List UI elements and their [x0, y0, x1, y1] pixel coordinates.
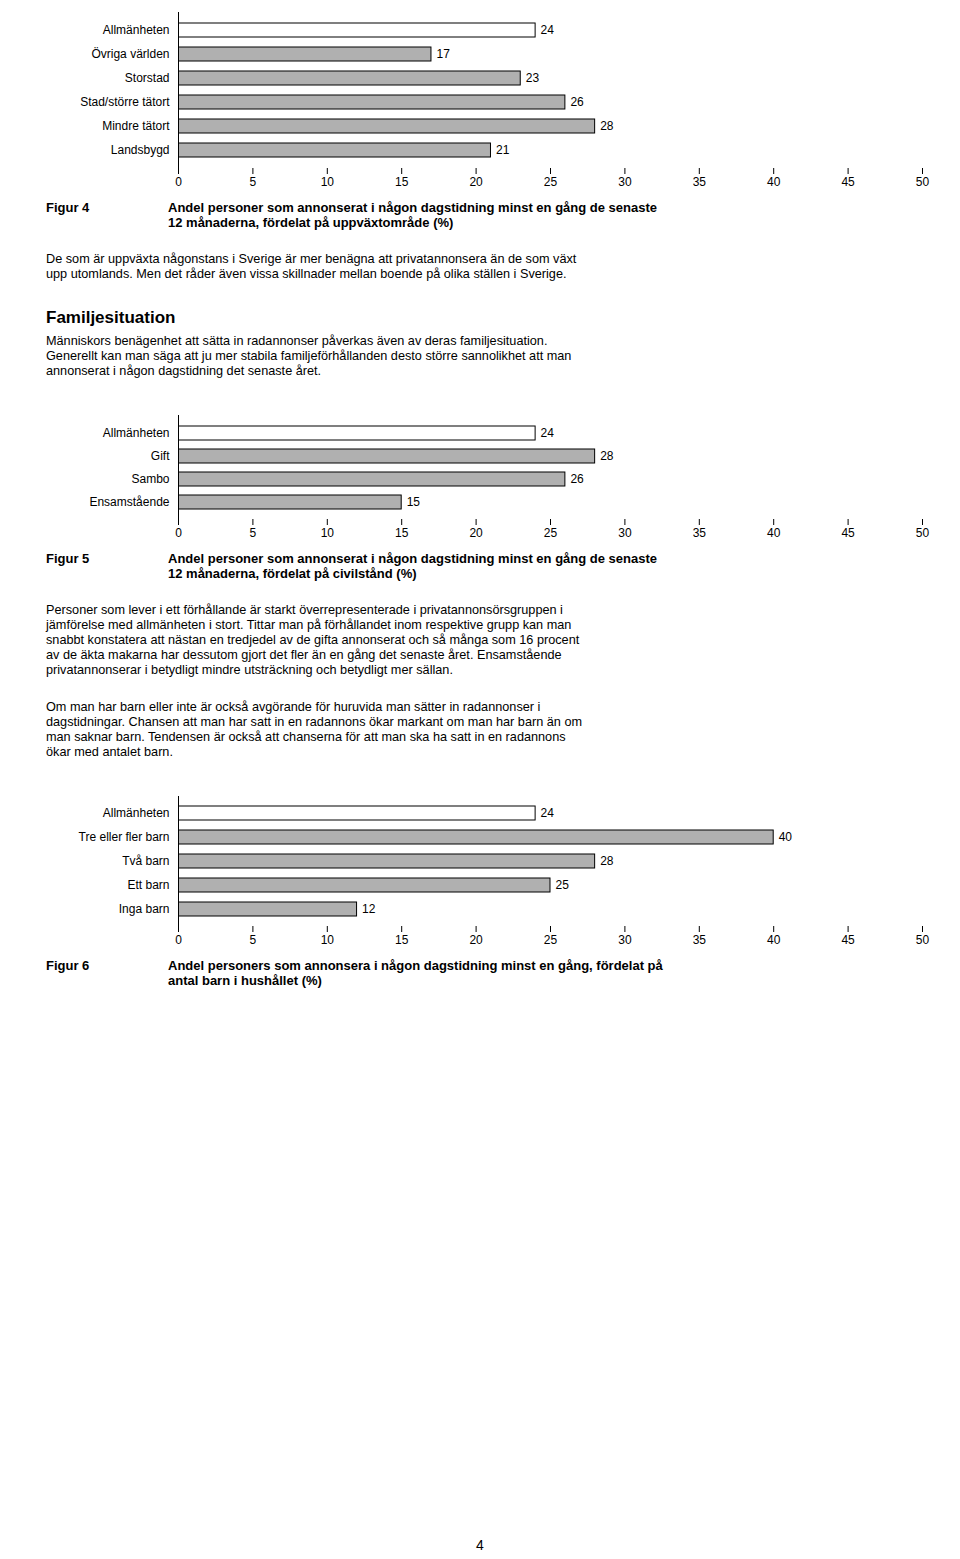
svg-text:50: 50 — [916, 175, 930, 189]
svg-text:Mindre tätort: Mindre tätort — [102, 119, 170, 133]
svg-text:45: 45 — [841, 175, 855, 189]
svg-text:35: 35 — [693, 933, 707, 947]
svg-text:15: 15 — [395, 526, 409, 540]
svg-text:5: 5 — [250, 526, 257, 540]
html-text:Familjesituation: Familjesituation — [46, 308, 176, 327]
html-text:Andel personer som annonserat: Andel personer som annonserat i någon da… — [168, 551, 657, 566]
svg-text:24: 24 — [541, 426, 555, 440]
html-text:Personer som lever i ett förhå: Personer som lever i ett förhållande är … — [46, 603, 563, 617]
svg-text:17: 17 — [436, 47, 450, 61]
svg-text:25: 25 — [556, 878, 570, 892]
svg-text:28: 28 — [600, 119, 614, 133]
svg-text:21: 21 — [496, 143, 510, 157]
html-text:annonserat i någon dagstidning: annonserat i någon dagstidning det senas… — [46, 364, 322, 378]
html-text:Människors benägenhet att sätt: Människors benägenhet att sätta in radan… — [46, 334, 548, 348]
html-text:12 månaderna, fördelat på civi: 12 månaderna, fördelat på civilstånd (%) — [168, 566, 417, 581]
svg-text:23: 23 — [526, 71, 540, 85]
svg-text:5: 5 — [250, 175, 257, 189]
svg-text:45: 45 — [841, 526, 855, 540]
svg-text:Två barn: Två barn — [122, 854, 169, 868]
svg-text:Ett barn: Ett barn — [127, 878, 169, 892]
svg-text:Allmänheten: Allmänheten — [103, 426, 170, 440]
html-text:man saknar barn. Tendensen är: man saknar barn. Tendensen är också att … — [46, 730, 566, 744]
svg-text:35: 35 — [693, 526, 707, 540]
svg-text:Ensamstående: Ensamstående — [89, 495, 169, 509]
svg-text:25: 25 — [544, 526, 558, 540]
html-text:Generellt kan man säga att ju: Generellt kan man säga att ju mer stabil… — [46, 349, 572, 363]
html-text:jämförelse med allmänheten i s: jämförelse med allmänheten i stort. Titt… — [46, 618, 572, 632]
html-text:snabbt konstatera att nästan e: snabbt konstatera att nästan en tredjede… — [46, 633, 580, 647]
html-text:Om man har barn eller inte är: Om man har barn eller inte är också avgö… — [46, 700, 541, 714]
svg-text:26: 26 — [570, 95, 584, 109]
svg-text:5: 5 — [250, 933, 257, 947]
html-text:upp utomlands. Men det råder ä: upp utomlands. Men det råder även vissa … — [46, 267, 567, 281]
svg-text:45: 45 — [841, 933, 855, 947]
svg-text:40: 40 — [767, 526, 781, 540]
svg-text:Allmänheten: Allmänheten — [103, 23, 170, 37]
svg-text:12: 12 — [362, 902, 376, 916]
svg-text:25: 25 — [544, 933, 558, 947]
svg-text:28: 28 — [600, 854, 614, 868]
svg-text:10: 10 — [321, 933, 335, 947]
svg-text:20: 20 — [469, 175, 483, 189]
svg-text:30: 30 — [618, 933, 632, 947]
svg-text:10: 10 — [321, 175, 335, 189]
html-text:dagstidningar. Chansen att man: dagstidningar. Chansen att man har satt … — [46, 715, 582, 729]
svg-text:28: 28 — [600, 449, 614, 463]
svg-text:50: 50 — [916, 933, 930, 947]
svg-text:20: 20 — [469, 933, 483, 947]
svg-text:35: 35 — [693, 175, 707, 189]
html-text:Figur 6: Figur 6 — [46, 958, 90, 973]
svg-text:15: 15 — [407, 495, 421, 509]
svg-text:24: 24 — [541, 806, 555, 820]
html-text:Andel personers som annonsera: Andel personers som annonsera i någon da… — [168, 958, 663, 973]
svg-text:24: 24 — [541, 23, 555, 37]
html-text:Andel personer som annonserat: Andel personer som annonserat i någon da… — [168, 200, 657, 215]
svg-text:26: 26 — [570, 472, 584, 486]
svg-text:Inga barn: Inga barn — [119, 902, 170, 916]
svg-text:25: 25 — [544, 175, 558, 189]
svg-text:15: 15 — [395, 175, 409, 189]
svg-text:0: 0 — [175, 933, 182, 947]
html-text:antal barn i hushållet (%): antal barn i hushållet (%) — [168, 973, 322, 988]
svg-text:Tre eller fler barn: Tre eller fler barn — [79, 830, 170, 844]
svg-text:Stad/större tätort: Stad/större tätort — [80, 95, 170, 109]
svg-text:Övriga världen: Övriga världen — [91, 47, 169, 61]
html-text:12 månaderna, fördelat på uppv: 12 månaderna, fördelat på uppväxtområde … — [168, 215, 454, 230]
html-text:De som är uppväxta någonstans: De som är uppväxta någonstans i Sverige … — [46, 252, 577, 266]
svg-text:30: 30 — [618, 526, 632, 540]
html-text:av de äkta makarna har dessuto: av de äkta makarna har dessutom gjort de… — [46, 648, 562, 662]
svg-text:Sambo: Sambo — [131, 472, 169, 486]
svg-text:15: 15 — [395, 933, 409, 947]
svg-text:Landsbygd: Landsbygd — [111, 143, 170, 157]
svg-text:40: 40 — [767, 933, 781, 947]
svg-text:Storstad: Storstad — [125, 71, 170, 85]
html-text:ökar med antalet barn.: ökar med antalet barn. — [46, 745, 173, 759]
svg-text:50: 50 — [916, 526, 930, 540]
svg-text:0: 0 — [175, 175, 182, 189]
svg-text:20: 20 — [469, 526, 483, 540]
svg-text:Gift: Gift — [151, 449, 170, 463]
svg-text:40: 40 — [779, 830, 793, 844]
html-text:Figur 4: Figur 4 — [46, 200, 90, 215]
svg-text:10: 10 — [321, 526, 335, 540]
svg-text:0: 0 — [175, 526, 182, 540]
svg-text:40: 40 — [767, 175, 781, 189]
svg-text:30: 30 — [618, 175, 632, 189]
html-text:privatannonserar i betydligt m: privatannonserar i betydligt mindre utst… — [46, 663, 453, 677]
html-text:4: 4 — [476, 1537, 484, 1553]
html-text:Figur 5: Figur 5 — [46, 551, 90, 566]
svg-text:Allmänheten: Allmänheten — [103, 806, 170, 820]
